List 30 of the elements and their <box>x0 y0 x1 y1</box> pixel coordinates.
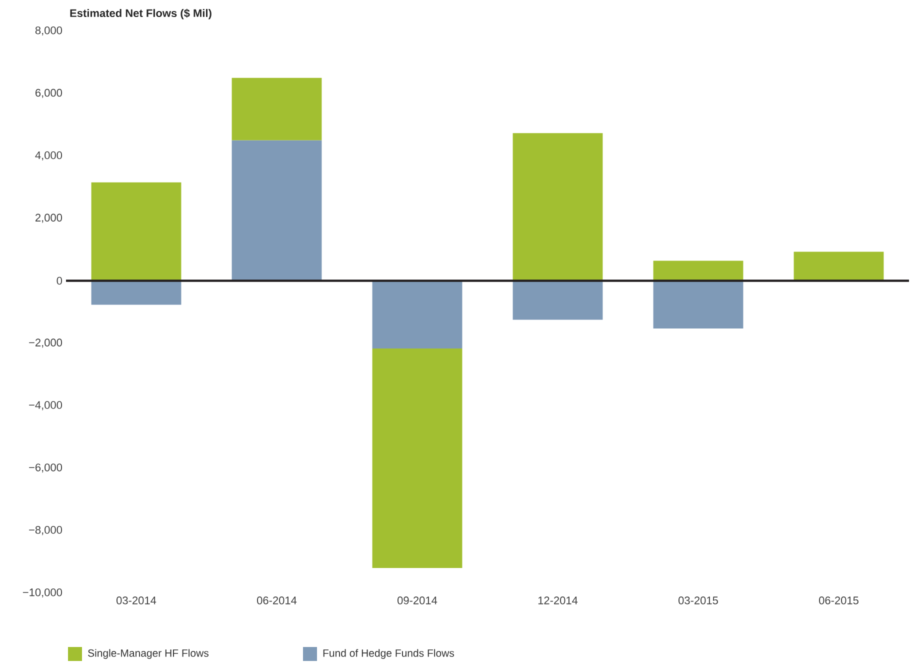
x-tick-label: 03-2015 <box>678 596 718 604</box>
y-tick-label: −10,000 <box>22 588 62 598</box>
y-tick-label: 4,000 <box>35 151 62 160</box>
x-tick-label: 06-2014 <box>256 596 297 604</box>
bar <box>512 133 603 281</box>
bar <box>232 140 322 281</box>
legend-label: Single-Manager HF Flows <box>88 649 208 659</box>
bar <box>653 260 744 281</box>
y-tick-label: −6,000 <box>29 464 62 473</box>
chart-title: Estimated Net Flows ($ Mil) <box>70 8 212 20</box>
bar <box>372 348 462 568</box>
bar <box>372 280 462 349</box>
y-tick-label: −2,000 <box>29 338 62 348</box>
y-tick-label: 6,000 <box>36 88 62 98</box>
bar <box>91 280 182 305</box>
y-tick-label: −8,000 <box>29 526 62 536</box>
bar <box>794 252 884 281</box>
legend-label: Fund of Hedge Funds Flows <box>323 649 454 659</box>
x-tick-label: 03-2014 <box>116 596 156 604</box>
x-tick-label: 06-2015 <box>818 596 858 604</box>
x-tick-label: 12-2014 <box>538 596 578 604</box>
x-tick-label: 09-2014 <box>397 596 438 604</box>
bar <box>512 280 603 320</box>
y-tick-label: 8,000 <box>35 26 62 36</box>
y-tick-label: −4,000 <box>29 401 62 410</box>
bar <box>91 182 182 281</box>
bar <box>653 280 744 329</box>
y-tick-label: 2,000 <box>36 214 62 223</box>
y-tick-label: 0 <box>56 276 62 285</box>
bar <box>232 78 322 140</box>
